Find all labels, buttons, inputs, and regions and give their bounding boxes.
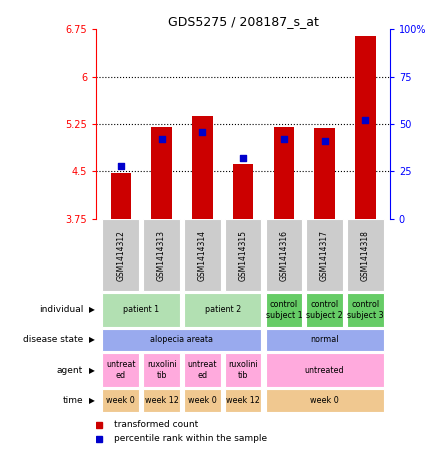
Text: GSM1414314: GSM1414314 — [198, 230, 207, 281]
Point — [158, 135, 165, 143]
Bar — [265, 353, 384, 387]
Bar — [265, 389, 384, 411]
Text: untreat
ed: untreat ed — [106, 361, 136, 380]
Text: ▶: ▶ — [89, 336, 95, 344]
Point — [321, 137, 328, 145]
Bar — [306, 219, 343, 291]
Text: GSM1414313: GSM1414313 — [157, 230, 166, 281]
Bar — [111, 173, 131, 219]
Text: week 0: week 0 — [106, 395, 135, 405]
Text: ruxolini
tib: ruxolini tib — [147, 361, 177, 380]
Text: ▶: ▶ — [89, 305, 95, 314]
Text: alopecia areata: alopecia areata — [150, 336, 213, 344]
Text: ▶: ▶ — [89, 395, 95, 405]
Bar — [184, 219, 221, 291]
Text: normal: normal — [311, 336, 339, 344]
Bar — [233, 164, 253, 219]
Text: GSM1414316: GSM1414316 — [279, 230, 288, 281]
Bar — [102, 329, 261, 351]
Text: week 12: week 12 — [226, 395, 260, 405]
Bar — [314, 128, 335, 219]
Bar — [225, 353, 261, 387]
Text: ruxolini
tib: ruxolini tib — [228, 361, 258, 380]
Bar — [184, 293, 261, 327]
Text: control
subject 3: control subject 3 — [347, 300, 384, 319]
Bar — [265, 219, 302, 291]
Text: control
subject 1: control subject 1 — [265, 300, 302, 319]
Text: GSM1414318: GSM1414318 — [361, 230, 370, 281]
Text: time: time — [63, 395, 83, 405]
Text: week 12: week 12 — [145, 395, 179, 405]
Text: GSM1414315: GSM1414315 — [239, 230, 247, 281]
Text: control
subject 2: control subject 2 — [306, 300, 343, 319]
Point — [362, 117, 369, 124]
Text: individual: individual — [39, 305, 83, 314]
Bar — [347, 293, 384, 327]
Title: GDS5275 / 208187_s_at: GDS5275 / 208187_s_at — [168, 15, 318, 28]
Bar — [184, 353, 221, 387]
Bar — [225, 219, 261, 291]
Bar — [102, 353, 139, 387]
Text: GSM1414317: GSM1414317 — [320, 230, 329, 281]
Bar — [102, 389, 139, 411]
Point — [280, 135, 287, 143]
Bar — [184, 389, 221, 411]
Point — [199, 128, 206, 135]
Text: GSM1414312: GSM1414312 — [117, 230, 125, 281]
Text: week 0: week 0 — [310, 395, 339, 405]
Bar — [274, 126, 294, 219]
Text: untreat
ed: untreat ed — [187, 361, 217, 380]
Bar — [265, 293, 302, 327]
Bar — [143, 389, 180, 411]
Point — [240, 154, 247, 162]
Bar — [152, 126, 172, 219]
Bar — [355, 36, 375, 219]
Text: transformed count: transformed count — [114, 420, 198, 429]
Bar — [143, 353, 180, 387]
Bar — [192, 116, 212, 219]
Text: percentile rank within the sample: percentile rank within the sample — [114, 434, 267, 443]
Text: agent: agent — [57, 366, 83, 375]
Bar — [306, 293, 343, 327]
Text: patient 1: patient 1 — [123, 305, 159, 314]
Text: patient 2: patient 2 — [205, 305, 241, 314]
Text: ▶: ▶ — [89, 366, 95, 375]
Bar — [102, 219, 139, 291]
Point — [117, 162, 124, 169]
Text: week 0: week 0 — [188, 395, 217, 405]
Bar — [102, 293, 180, 327]
Bar — [347, 219, 384, 291]
Text: disease state: disease state — [23, 336, 83, 344]
Text: untreated: untreated — [305, 366, 344, 375]
Bar — [143, 219, 180, 291]
Bar — [265, 329, 384, 351]
Bar — [225, 389, 261, 411]
